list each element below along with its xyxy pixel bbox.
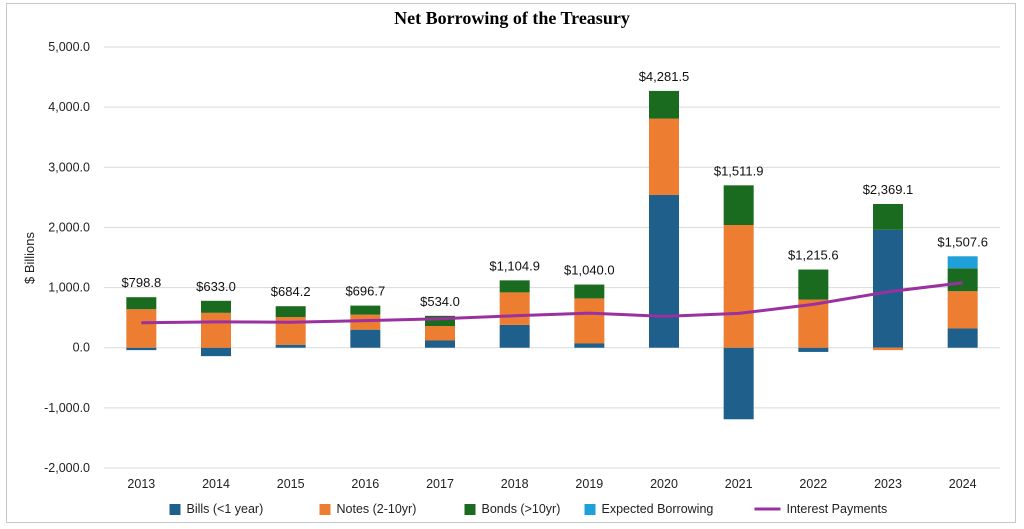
legend-swatch xyxy=(584,504,596,515)
data-label: $798.8 xyxy=(121,275,161,290)
bar-bills-1-year-2019 xyxy=(574,343,605,348)
bar-notes-2-10yr-2023 xyxy=(873,347,903,351)
x-tick-label: 2014 xyxy=(202,477,230,491)
data-label: $1,511.9 xyxy=(714,163,764,178)
data-label: $1,040.0 xyxy=(564,263,615,278)
bar-bonds-10yr-2018 xyxy=(499,280,530,293)
data-label: $633.0 xyxy=(196,279,236,294)
legend-swatch xyxy=(319,504,331,515)
bar-bills-1-year-2018 xyxy=(499,324,530,348)
x-tick-label: 2018 xyxy=(501,477,529,491)
bar-notes-2-10yr-2019 xyxy=(574,298,605,344)
bar-bills-1-year-2013 xyxy=(126,347,157,351)
grid-lines xyxy=(104,46,1000,469)
bar-notes-2-10yr-2018 xyxy=(499,292,530,325)
legend-label: Expected Borrowing xyxy=(602,502,714,516)
bar-notes-2-10yr-2014 xyxy=(201,312,231,348)
x-tick-label: 2024 xyxy=(949,477,977,491)
x-tick-label: 2020 xyxy=(650,477,678,491)
bar-bonds-10yr-2021 xyxy=(723,185,754,226)
bar-notes-2-10yr-2016 xyxy=(350,314,381,330)
bar-bills-1-year-2015 xyxy=(275,344,306,348)
bar-bills-1-year-2021 xyxy=(723,347,754,420)
x-tick-label: 2023 xyxy=(874,477,902,491)
bar-bonds-10yr-2017 xyxy=(425,315,455,327)
y-tick-label: 5,000.0 xyxy=(48,40,90,54)
bar-bills-1-year-2023 xyxy=(873,229,903,348)
data-label: $1,104.9 xyxy=(489,258,540,273)
y-tick-label: 4,000.0 xyxy=(48,100,90,114)
chart-title: Net Borrowing of the Treasury xyxy=(394,8,630,28)
bar-bills-1-year-2024 xyxy=(947,328,978,348)
bar-bonds-10yr-2024 xyxy=(947,268,978,292)
bar-bonds-10yr-2022 xyxy=(798,269,829,300)
bar-bonds-10yr-2014 xyxy=(201,300,231,313)
legend-swatch xyxy=(169,504,181,515)
bar-notes-2-10yr-2017 xyxy=(425,326,455,341)
chart-frame xyxy=(6,3,1016,523)
bar-notes-2-10yr-2024 xyxy=(947,291,978,329)
bar-notes-2-10yr-2021 xyxy=(723,225,754,348)
interest-line-layer xyxy=(141,281,963,325)
x-tick-label: 2022 xyxy=(799,477,827,491)
bar-notes-2-10yr-2020 xyxy=(649,118,679,195)
y-axis-ticks: -2,000.0 -1,000.0 0.0 1,000.0 2,000.0 3,000.0… xyxy=(44,40,90,475)
data-label: $4,281.5 xyxy=(639,69,690,84)
data-labels: $798.8 $633.0 $684.2 $696.7 $534.0 $1,104.9 $1… xyxy=(121,69,988,309)
bar-notes-2-10yr-2022 xyxy=(798,299,829,348)
data-label: $1,507.6 xyxy=(937,234,988,249)
bar-bonds-10yr-2015 xyxy=(275,306,306,318)
legend-label: Notes (2-10yr) xyxy=(337,502,417,516)
data-label: $534.0 xyxy=(420,294,460,309)
bar-bills-1-year-2017 xyxy=(425,340,455,348)
x-tick-label: 2019 xyxy=(575,477,603,491)
bar-bonds-10yr-2016 xyxy=(350,305,381,315)
x-tick-label: 2013 xyxy=(127,477,155,491)
bar-bills-1-year-2020 xyxy=(649,194,679,348)
data-label: $2,369.1 xyxy=(863,182,914,197)
x-tick-label: 2016 xyxy=(351,477,379,491)
legend-swatch xyxy=(464,504,476,515)
y-tick-label: 2,000.0 xyxy=(48,220,90,234)
x-tick-label: 2021 xyxy=(725,477,753,491)
x-axis-ticks: 2013 2014 2015 2016 2017 2018 2019 2020 2021 2022… xyxy=(127,477,976,491)
bar-bills-1-year-2016 xyxy=(350,329,381,348)
bars xyxy=(126,90,978,420)
y-tick-label: 0.0 xyxy=(73,341,90,355)
y-tick-label: -2,000.0 xyxy=(44,461,90,475)
bar-bonds-10yr-2019 xyxy=(574,284,605,299)
legend: Bills (<1 year) Notes (2-10yr) Bonds (>10y… xyxy=(169,502,888,516)
bar-bonds-10yr-2020 xyxy=(649,90,679,119)
legend-label: Interest Payments xyxy=(787,502,888,516)
interest-payments-line xyxy=(141,281,963,325)
bar-bonds-10yr-2013 xyxy=(126,297,157,310)
y-tick-label: 1,000.0 xyxy=(48,281,90,295)
bar-expected-borrowing-2024 xyxy=(947,256,978,269)
bar-bills-1-year-2022 xyxy=(798,347,829,352)
x-tick-label: 2015 xyxy=(277,477,305,491)
data-label: $1,215.6 xyxy=(788,248,839,263)
data-label: $684.2 xyxy=(271,284,311,299)
bar-bills-1-year-2014 xyxy=(201,347,231,357)
y-tick-label: -1,000.0 xyxy=(44,401,90,415)
bar-bonds-10yr-2023 xyxy=(873,203,903,230)
legend-label: Bills (<1 year) xyxy=(187,502,264,516)
bar-notes-2-10yr-2013 xyxy=(126,309,157,348)
x-tick-label: 2017 xyxy=(426,477,454,491)
y-tick-label: 3,000.0 xyxy=(48,160,90,174)
y-axis-title: $ Billions xyxy=(22,231,37,284)
legend-label: Bonds (>10yr) xyxy=(482,502,561,516)
data-label: $696.7 xyxy=(345,284,385,299)
